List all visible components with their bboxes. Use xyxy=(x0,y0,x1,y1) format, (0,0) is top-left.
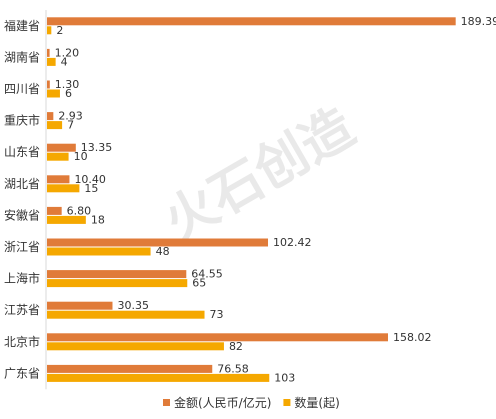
amount-value-label: 158.02 xyxy=(393,331,432,344)
count-value-label: 4 xyxy=(61,55,68,68)
category-label: 浙江省 xyxy=(4,240,40,254)
amount-bar xyxy=(47,17,456,26)
amount-value-label: 30.35 xyxy=(117,299,148,312)
category-label: 湖北省 xyxy=(4,176,40,191)
count-bar xyxy=(47,26,52,35)
amount-bar xyxy=(47,206,62,215)
amount-bar xyxy=(47,333,388,342)
legend-label-amount: 金额(人民币/亿元) xyxy=(174,395,271,410)
count-bar xyxy=(47,279,188,288)
amount-value-label: 1.30 xyxy=(55,78,80,91)
amount-value-label: 102.42 xyxy=(273,236,312,249)
amount-bar xyxy=(47,112,54,121)
legend: 金额(人民币/亿元) 数量(起) xyxy=(163,395,340,410)
category-label: 安徽省 xyxy=(4,207,40,222)
count-bar xyxy=(47,310,205,319)
amount-bar xyxy=(47,48,50,57)
category-label: 福建省 xyxy=(4,18,40,33)
count-value-label: 65 xyxy=(192,277,206,290)
category-label: 北京市 xyxy=(4,334,40,349)
amount-value-label: 13.35 xyxy=(81,141,113,154)
category-label: 重庆市 xyxy=(4,113,40,128)
category-label: 山东省 xyxy=(4,145,40,159)
count-bar xyxy=(47,89,60,98)
count-value-label: 103 xyxy=(274,371,295,384)
count-value-label: 48 xyxy=(156,245,170,258)
count-value-label: 73 xyxy=(210,308,224,321)
watermark: 火石创造 xyxy=(154,97,364,253)
count-bar xyxy=(47,152,69,161)
category-label: 广东省 xyxy=(4,366,40,380)
category-label: 江苏省 xyxy=(4,303,40,317)
amount-value-label: 1.20 xyxy=(55,46,80,59)
count-value-label: 6 xyxy=(65,87,72,100)
amount-value-label: 2.93 xyxy=(58,110,83,123)
amount-value-label: 6.80 xyxy=(67,204,92,217)
amount-value-label: 64.55 xyxy=(191,268,223,281)
count-bar xyxy=(47,184,80,193)
amount-value-label: 76.58 xyxy=(217,362,249,375)
category-label: 湖南省 xyxy=(4,49,40,64)
count-value-label: 18 xyxy=(91,213,105,226)
legend-label-count: 数量(起) xyxy=(294,395,339,410)
count-value-label: 7 xyxy=(67,119,74,132)
watermark-text: 火石创造 xyxy=(154,97,364,253)
plot-area: 福建省 189.39 2 湖南省 1.204 四川省 1.306 重庆市 2.937 山东省 13.… xyxy=(4,10,496,390)
legend-swatch-count xyxy=(283,399,291,406)
amount-value-label: 10.40 xyxy=(74,173,106,186)
legend-swatch-amount xyxy=(163,399,170,406)
count-value-label: 2 xyxy=(56,24,63,37)
amount-bar xyxy=(47,80,50,89)
amount-bar xyxy=(47,238,269,247)
count-bar xyxy=(47,247,151,256)
count-bar xyxy=(47,342,224,351)
category-label: 上海市 xyxy=(4,271,40,286)
count-bar xyxy=(47,57,56,66)
category-label: 四川省 xyxy=(4,82,40,96)
count-value-label: 10 xyxy=(74,150,88,163)
amount-bar xyxy=(47,175,70,184)
count-bar xyxy=(47,215,86,224)
amount-bar xyxy=(47,364,213,373)
amount-bar xyxy=(47,270,187,279)
count-value-label: 82 xyxy=(229,340,243,353)
amount-value-label: 189.39 xyxy=(461,15,496,28)
count-bar xyxy=(47,121,63,130)
count-value-label: 15 xyxy=(84,182,98,195)
count-bar xyxy=(47,373,270,382)
amount-bar xyxy=(47,143,76,152)
amount-bar xyxy=(47,301,113,310)
